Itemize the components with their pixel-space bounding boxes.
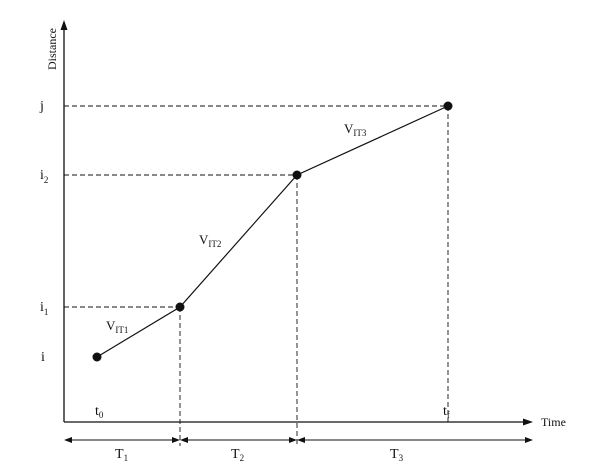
y-axis-arrow <box>60 20 68 30</box>
end-point <box>443 101 453 111</box>
period-t2-arrow-left <box>180 437 188 443</box>
y-tick-i2: i2 <box>40 168 48 185</box>
point-i2 <box>292 170 302 180</box>
y-tick-i: i <box>41 350 45 365</box>
x-axis-title: Time <box>541 415 566 429</box>
period-t1-arrow-left <box>64 437 72 443</box>
point-i1 <box>175 302 185 312</box>
segment-label-vit3: VIT3 <box>344 121 367 138</box>
x-axis-arrow <box>523 418 533 426</box>
period-t1-arrow-right <box>172 437 180 443</box>
x-tick-tf: tf <box>443 404 450 420</box>
y-axis-title: Distance <box>45 28 59 70</box>
period-label-t1: T1 <box>115 447 128 463</box>
period-label-t3: T3 <box>390 447 404 463</box>
y-tick-j: j <box>39 99 44 114</box>
period-label-t2: T2 <box>231 447 244 463</box>
segment-label-vit2: VIT2 <box>199 232 221 249</box>
period-t3-arrow-right <box>525 437 533 443</box>
period-arrows <box>64 437 533 443</box>
start-point <box>92 352 102 362</box>
y-tick-i1: i1 <box>40 300 48 317</box>
period-t3-arrow-left <box>297 437 305 443</box>
trajectory-line <box>96 105 449 358</box>
period-t2-arrow-right <box>289 437 297 443</box>
segment-label-vit1: VIT1 <box>106 318 128 335</box>
guide-lines <box>64 105 449 446</box>
x-tick-t0: t0 <box>95 404 104 420</box>
